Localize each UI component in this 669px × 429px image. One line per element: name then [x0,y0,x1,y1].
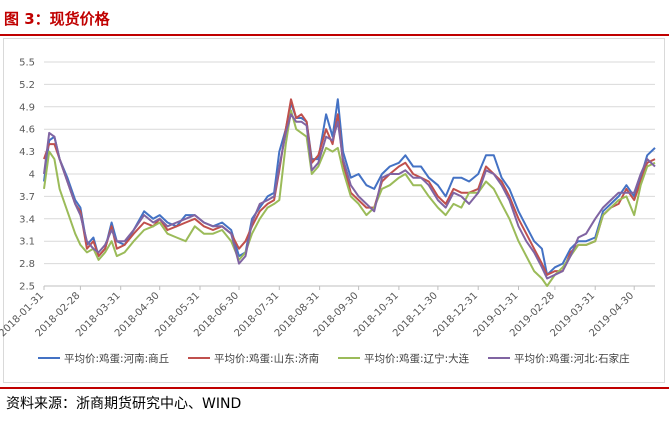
title-rule [0,34,669,36]
y-tick-label: 4 [29,170,35,181]
y-tick-label: 2.5 [19,282,35,293]
y-tick-label: 3.4 [19,214,35,225]
legend: 平均价:鸡蛋:河南:商丘 平均价:鸡蛋:山东:济南 平均价:鸡蛋:辽宁:大连 平均价:… [38,352,630,365]
y-tick-label: 3.7 [19,192,35,203]
y-tick-label: 4.9 [19,102,35,113]
legend-label-3: 平均价:鸡蛋:辽宁:大连 [364,352,470,365]
y-axis-tick-labels: 2.5 2.8 3.1 3.4 3.7 4 4.3 4.6 4.9 5.2 5.5 [19,58,35,293]
y-tick-label: 3.1 [19,237,35,248]
series-line-2 [43,98,656,276]
y-tick-label: 2.8 [19,259,35,270]
y-tick-label: 5.5 [19,58,35,69]
legend-label-1: 平均价:鸡蛋:河南:商丘 [64,352,169,365]
figure-title: 图 3：现货价格 [4,10,110,28]
legend-label-4: 平均价:鸡蛋:河北:石家庄 [514,352,630,365]
grid-lines [44,61,655,287]
source-note: 资料来源：浙商期货研究中心、WIND [6,396,242,412]
legend-label-2: 平均价:鸡蛋:山东:济南 [214,352,319,365]
y-tick-label: 4.3 [19,147,35,158]
series-line-3 [43,109,656,287]
x-axis-tick-labels: 2018-01-312018-02-282018-03-312018-04-30… [0,286,636,339]
series-lines [43,98,656,287]
y-tick-label: 5.2 [19,80,35,91]
source-rule [0,387,669,389]
y-tick-label: 4.6 [19,125,35,136]
chart-frame [3,38,665,383]
series-line-4 [43,113,656,280]
